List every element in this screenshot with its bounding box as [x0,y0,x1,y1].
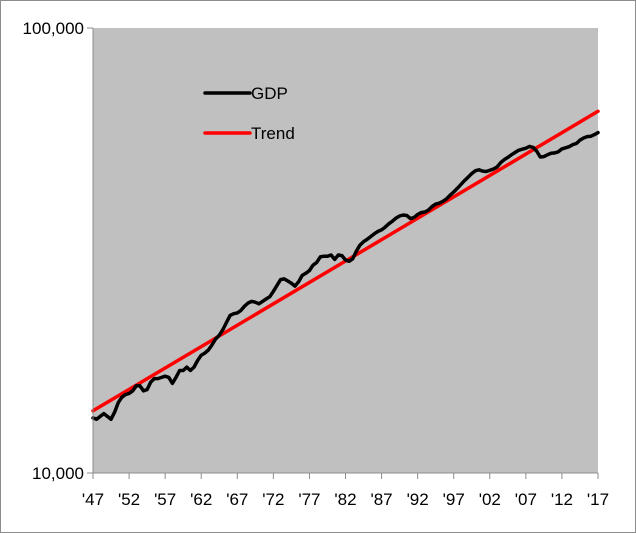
x-tick-label: '57 [154,490,176,509]
legend-label-trend: Trend [251,124,295,143]
x-tick-label: '02 [479,490,501,509]
series-line-gdp [91,130,600,422]
x-tick-label: '82 [334,490,356,509]
x-tick-label: '67 [226,490,248,509]
x-tick-label: '92 [407,490,429,509]
series-layer [91,130,600,422]
x-tick-label: '97 [443,490,465,509]
x-tick-label: '12 [551,490,573,509]
y-tick-label: 10,000 [32,464,84,483]
x-tick-label: '72 [262,490,284,509]
y-tick-label: 100,000 [23,19,84,38]
x-tick-label: '47 [82,490,104,509]
x-tick-label: '62 [190,490,212,509]
legend-label-gdp: GDP [251,84,288,103]
x-tick-label: '07 [515,490,537,509]
x-tick-label: '17 [587,490,609,509]
x-tick-label: '77 [298,490,320,509]
plot-area [93,28,598,473]
x-tick-label: '52 [118,490,140,509]
axis-layer: 10,000 100,000 '47 '52 '57 '62 '67 '72 '77 '82 '87… [23,19,610,509]
legend: GDP Trend [203,84,295,143]
x-tick-label: '87 [370,490,392,509]
